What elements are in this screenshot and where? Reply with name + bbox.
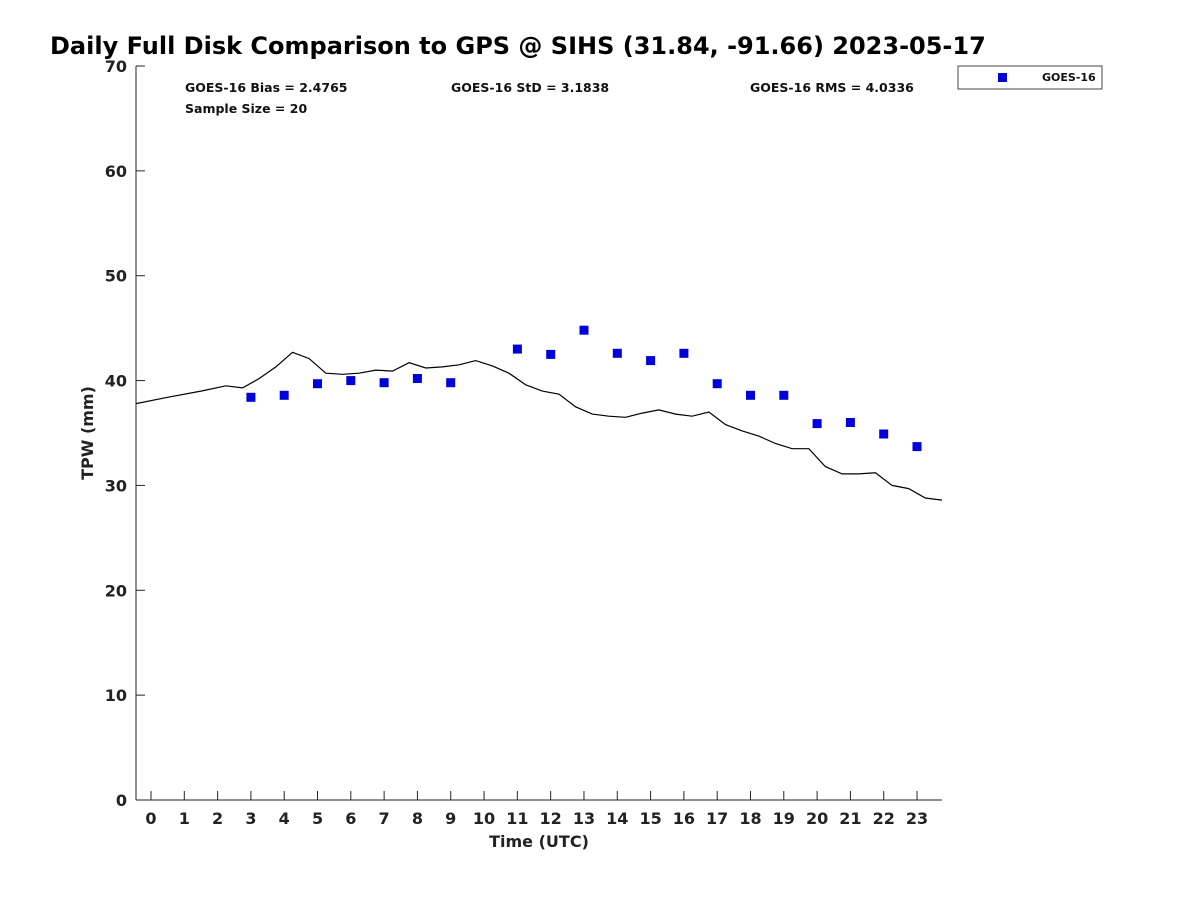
y-ticks: 0 10 20 30 40 50 60 70 [105, 57, 145, 810]
data-point [246, 392, 256, 402]
x-tick-label: 23 [906, 809, 928, 828]
x-tick-label: 1 [179, 809, 190, 828]
x-axis-label: Time (UTC) [489, 832, 589, 851]
x-tick-label: 22 [873, 809, 895, 828]
y-tick-label: 50 [105, 267, 127, 286]
x-tick-label: 0 [145, 809, 156, 828]
x-tick-label: 5 [312, 809, 323, 828]
y-tick-label: 60 [105, 162, 127, 181]
data-point [612, 348, 622, 358]
x-tick-label: 4 [279, 809, 290, 828]
x-tick-label: 6 [345, 809, 356, 828]
x-tick-label: 20 [806, 809, 828, 828]
data-point [646, 356, 656, 366]
data-point [279, 390, 289, 400]
data-point [546, 349, 556, 359]
data-point [712, 379, 722, 389]
legend-label: GOES-16 [1042, 71, 1096, 84]
y-tick-label: 40 [105, 372, 127, 391]
legend: GOES-16 [957, 65, 1103, 90]
stat-rms: GOES-16 RMS = 4.0336 [750, 80, 914, 95]
stat-std: GOES-16 StD = 3.1838 [451, 80, 609, 95]
data-point [579, 325, 589, 335]
x-tick-label: 16 [673, 809, 695, 828]
data-point [879, 429, 889, 439]
legend-box [957, 65, 1103, 90]
x-tick-label: 21 [839, 809, 861, 828]
x-tick-label: 19 [773, 809, 795, 828]
x-tick-label: 15 [639, 809, 661, 828]
series-line [135, 351, 943, 501]
data-point [346, 376, 356, 386]
y-tick-label: 30 [105, 476, 127, 495]
data-point [912, 442, 922, 452]
x-tick-label: 12 [540, 809, 562, 828]
data-point [746, 390, 755, 400]
data-point [679, 348, 689, 358]
data-point [379, 378, 389, 388]
x-tick-label: 7 [379, 809, 390, 828]
stat-bias: GOES-16 Bias = 2.4765 [185, 80, 347, 95]
data-point [412, 374, 422, 383]
x-tick-label: 13 [573, 809, 595, 828]
chart-title: Daily Full Disk Comparison to GPS @ SIHS… [50, 32, 986, 60]
legend-marker [998, 73, 1007, 82]
x-tick-label: 9 [445, 809, 456, 828]
x-tick-label: 14 [606, 809, 628, 828]
data-point [446, 378, 456, 388]
y-tick-label: 20 [105, 581, 127, 600]
x-tick-label: 2 [212, 809, 223, 828]
data-point [779, 390, 789, 400]
x-ticks: 0 1 2 3 4 5 6 7 8 9 10 11 12 13 14 15 16 17 18 19 20 21 22 23 [145, 791, 928, 828]
y-tick-label: 70 [105, 57, 127, 76]
x-tick-label: 18 [739, 809, 761, 828]
data-point [512, 344, 522, 354]
x-tick-label: 10 [473, 809, 495, 828]
data-point [812, 419, 822, 429]
data-point [845, 418, 855, 427]
y-tick-label: 0 [116, 791, 127, 810]
stat-sample-size: Sample Size = 20 [185, 101, 307, 116]
x-tick-label: 11 [506, 809, 528, 828]
x-tick-label: 8 [412, 809, 423, 828]
x-tick-label: 17 [706, 809, 728, 828]
series-layer [135, 325, 943, 501]
data-point [313, 379, 322, 389]
x-tick-label: 3 [245, 809, 256, 828]
y-axis-label: TPW (mm) [78, 386, 97, 480]
y-tick-label: 10 [105, 686, 127, 705]
